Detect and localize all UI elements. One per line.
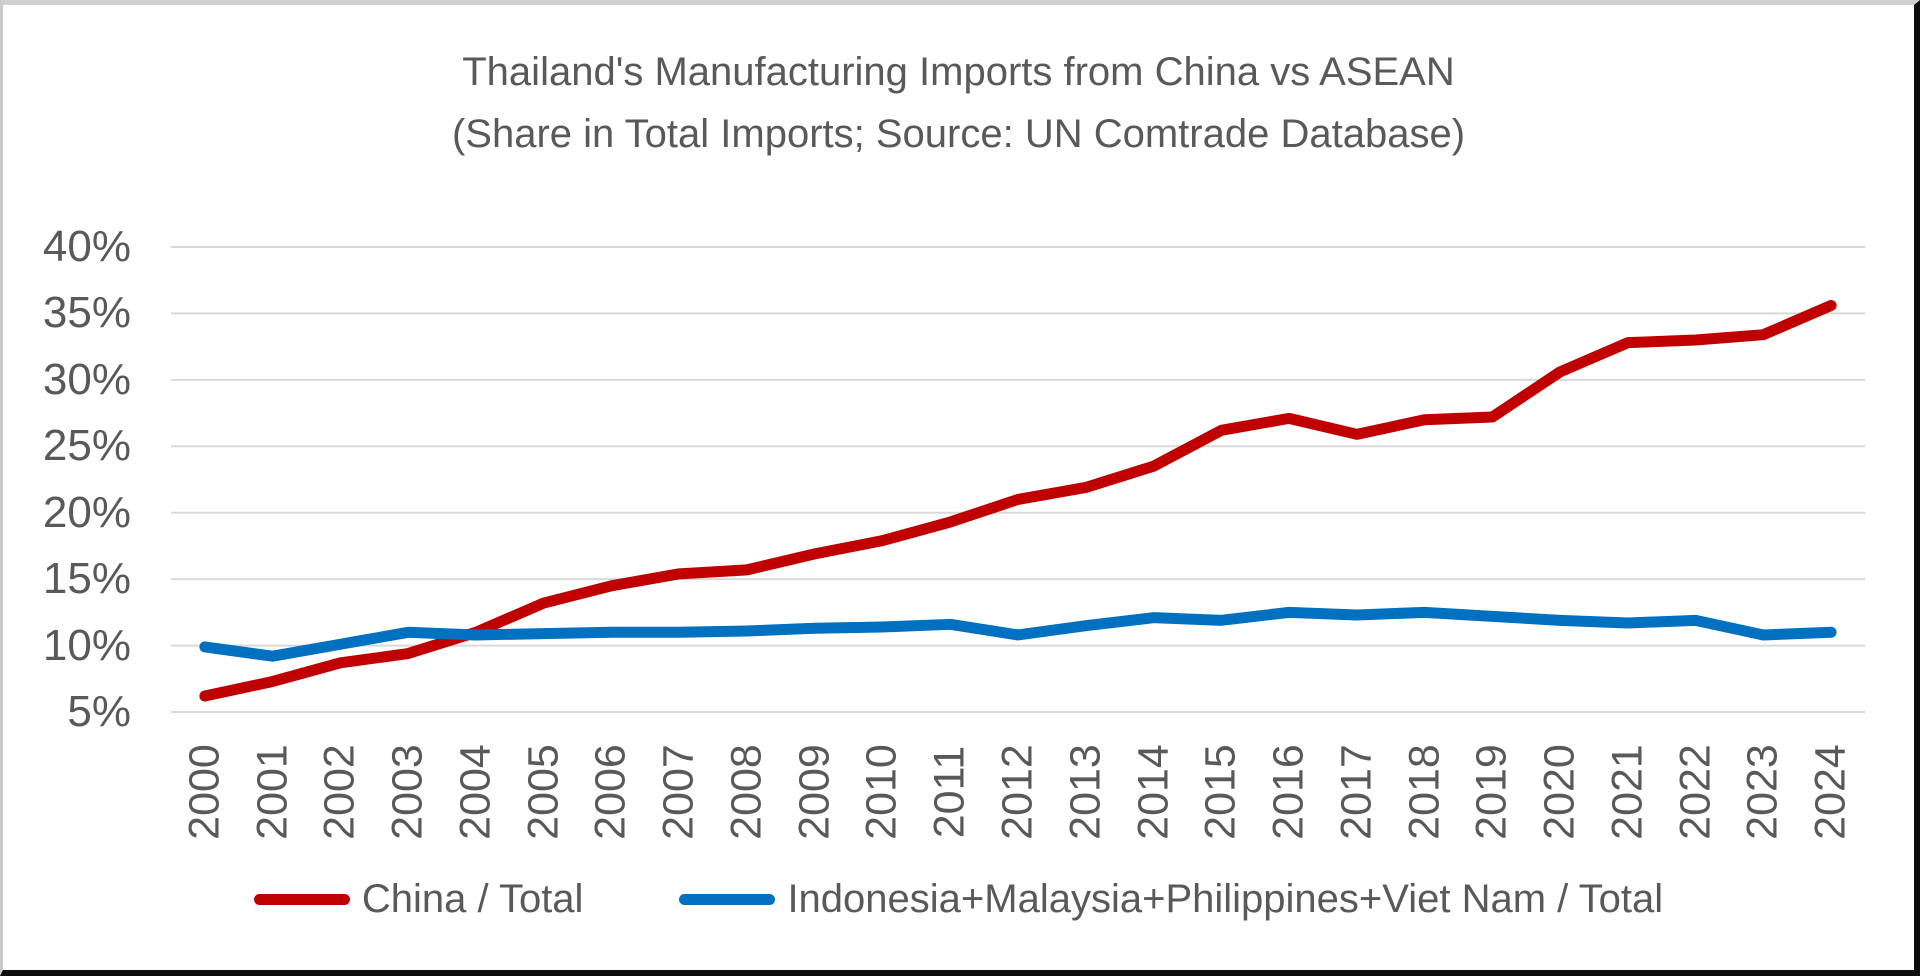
x-axis-tick-label: 2005 — [519, 744, 568, 840]
x-axis-tick-label: 2013 — [1061, 744, 1110, 840]
plot-area — [171, 246, 1865, 713]
y-axis-tick-label: 20% — [42, 487, 131, 537]
legend-item-china[interactable]: China / Total — [253, 877, 584, 922]
y-axis-tick-label: 10% — [42, 620, 131, 670]
x-axis-tick-label: 2004 — [451, 744, 500, 840]
x-axis-tick-label: 2022 — [1671, 744, 1720, 840]
legend-label-asean: Indonesia+Malaysia+Philippines+Viet Nam … — [787, 877, 1664, 921]
x-axis-tick-label: 2019 — [1467, 744, 1516, 840]
x-axis-tick-label: 2006 — [586, 744, 635, 840]
legend-label-china: China / Total — [361, 877, 584, 921]
x-axis-tick-label: 2001 — [248, 744, 297, 840]
x-axis-tick-label: 2011 — [925, 745, 974, 839]
x-axis-tick-label: 2003 — [383, 744, 432, 840]
y-axis-tick-label: 15% — [42, 554, 131, 604]
y-axis-tick-label: 5% — [67, 687, 131, 736]
y-axis-tick-label: 40% — [42, 222, 131, 271]
chart-title-block: Thailand's Manufacturing Imports from Ch… — [3, 41, 1914, 165]
x-axis-tick-label: 2007 — [654, 744, 703, 840]
legend-item-asean[interactable]: Indonesia+Malaysia+Philippines+Viet Nam … — [679, 877, 1663, 922]
series-line-asean[interactable] — [199, 606, 1837, 662]
x-axis-tick-label: 2016 — [1264, 744, 1313, 840]
x-axis-tick-label: 2018 — [1400, 744, 1449, 840]
x-axis-tick-label: 2009 — [790, 744, 839, 840]
x-axis-tick-label: 2000 — [180, 744, 229, 840]
chart-subtitle: (Share in Total Imports; Source: UN Comt… — [451, 112, 1466, 156]
y-axis-tick-label: 30% — [42, 354, 131, 404]
x-axis-tick-label: 2002 — [315, 744, 364, 840]
china-line-swatch — [253, 894, 350, 905]
legend: China / Total Indonesia+Malaysia+Philipp… — [3, 877, 1914, 922]
y-axis-tick-label: 35% — [42, 288, 131, 338]
x-axis-tick-label: 2012 — [993, 744, 1042, 840]
x-axis-tick-label: 2008 — [722, 744, 771, 840]
asean-line-swatch — [679, 894, 776, 905]
x-axis-tick-label: 2017 — [1332, 744, 1381, 840]
x-axis-tick-label: 2010 — [857, 744, 906, 840]
x-axis-tick-label: 2014 — [1129, 744, 1178, 840]
x-axis-tick-label: 2024 — [1806, 744, 1855, 840]
y-axis-tick-label: 25% — [42, 421, 131, 471]
x-axis-tick-label: 2021 — [1603, 744, 1652, 840]
chart-title: Thailand's Manufacturing Imports from Ch… — [462, 50, 1455, 94]
x-axis-tick-label: 2015 — [1196, 744, 1245, 840]
x-axis-tick-label: 2023 — [1738, 744, 1787, 840]
x-axis-tick-label: 2020 — [1535, 744, 1584, 840]
